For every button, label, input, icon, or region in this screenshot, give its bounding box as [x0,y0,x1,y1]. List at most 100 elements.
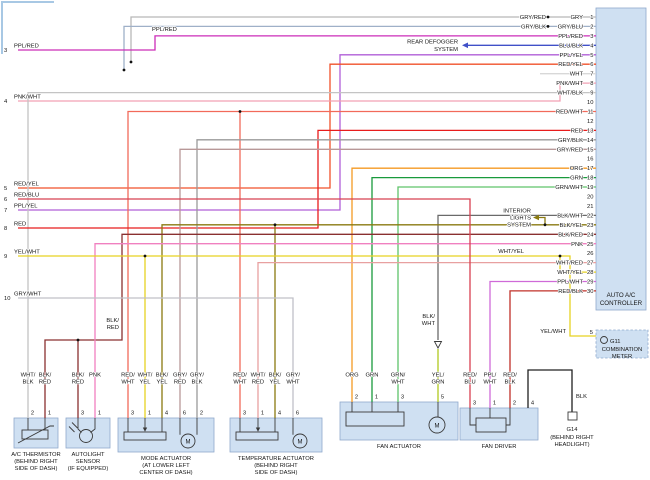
thermistor-caption-line3: SIDE OF DASH) [15,466,58,472]
controller-pin-number: 11 [587,109,593,115]
junction-dot [129,60,133,64]
combination-meter-caption-line1: COMBINATION [602,347,642,353]
component-wire-labels: WHT/BLK 2 BLK/RED 1 BLK/RED 3 PNK 1 RED/WHT 3 WHT/… [20,372,536,418]
inline-blk-red-label-line2: RED [107,325,119,331]
left-connector-pin-number: 3 [4,48,7,54]
temp-wire-label-line1: WHT/ [251,373,266,379]
controller-pin-label: RED [571,128,583,134]
wire-red-blu [18,198,471,408]
temp-wire-label-line1: GRY/ [286,373,300,379]
mode-wire-label-line1: WHT/ [138,373,153,379]
thermistor-wire-label-line2: RED [39,380,51,386]
controller-pin-number: 20 [587,195,593,201]
wire-ppl-red [18,35,596,51]
controller-pin-number: 9 [590,91,593,97]
wire-gry-blk [196,139,596,418]
fan_actuator-pin-number: 5 [441,395,444,401]
controller-pin-number: 3 [590,34,593,40]
controller-pin-number: 26 [587,251,593,257]
fan_driver-wire-label-line1: RED/ [463,373,477,379]
thermistor-wire-label-line1: BLK/ [39,373,52,379]
g14-label: G14 [567,427,579,433]
controller-pin-label: GRN [570,176,583,182]
interior-lights-label-line1: INTERIOR [503,209,531,215]
left-connector-labels: 3 PPL/RED 4 PNK/WHT 5 RED/YEL 6 RED/BLU 7 PPL/YEL… [3,43,42,303]
g14-caption-line2: HEADLIGHT) [554,442,589,448]
controller-pin-number: 12 [587,119,593,125]
interior-lights-label-line2: LIGHTS [510,216,531,222]
fan-driver-caption: FAN DRIVER [482,444,517,450]
controller-pin-number: 15 [587,147,593,153]
controller-pin-number: 21 [587,204,593,210]
autolight-sensor-symbol [68,418,96,443]
mode-pin-number: 6 [183,411,186,417]
thermistor-caption-line2: (BEHIND RIGHT [14,459,58,465]
fan_actuator-wire-label-line2: GRN [432,380,445,386]
mode-wire-label-line2: RED [174,380,186,386]
controller-pin-number: 8 [590,81,593,87]
mode-motor-label: M [186,440,191,446]
controller-pin-label: RED/YEL [558,62,584,68]
controller-pin-number: 7 [590,72,593,78]
controller-pin-number: 29 [587,280,593,286]
wire-gry-red [179,148,596,418]
mode-pin-number: 3 [131,411,134,417]
junction-dot [273,223,277,227]
junction-dot [543,223,547,227]
controller-pin-label: WHT/RED [556,261,583,267]
junction-dot [558,254,562,258]
autolight-pin-number: 1 [98,411,101,417]
controller-pin-label: RED/WHT [556,109,584,115]
mode-wire-label-line1: GRY/ [173,373,187,379]
temp-caption-line2: (BEHIND RIGHT [254,463,298,469]
fan-driver-box [459,407,539,441]
ac-thermistor-symbol [17,418,54,444]
temp-pin-number: 1 [261,411,264,417]
wire-org [351,167,596,402]
fan_actuator-wire-label-line1: GRN [366,373,379,379]
controller-pin-label: WHT/YEL [557,270,584,276]
wire-blk-yel [161,224,596,418]
temp-caption-line3: SIDE OF DASH) [255,470,298,476]
controller-pin-number: 27 [587,261,593,267]
controller-pin-number: 22 [587,213,593,219]
fan-actuator-symbol [345,402,446,434]
autolight-wire-label-line1: PNK [89,373,101,379]
controller-pin-label: GRY/RED [557,147,583,153]
g11-label: G11 [610,339,621,345]
controller-pin-number: 24 [587,232,594,238]
combination-meter-caption-line2: METER [612,354,632,360]
splice-dot [546,25,550,28]
fan_driver-wire-label-line2: BLK [505,380,516,386]
controller-pin-label: ORG [570,166,584,172]
autolight-caption-line1: AUTOLIGHT [71,452,105,458]
controller-pin-prelabel: GRY/BLK [521,24,546,30]
splice-dot [546,15,550,19]
left-connector-pin-number: 5 [4,186,7,192]
temp-motor-label: M [298,440,303,446]
g14-ground-connector [567,411,578,421]
fan_driver-pin-number: 2 [513,401,516,407]
wire-blk-wht [437,214,596,340]
mode-caption-line3: CENTER OF DASH) [139,470,192,476]
fan-actuator-caption: FAN ACTUATOR [377,444,421,450]
thermistor-wire-label-line1: WHT/ [21,373,36,379]
temp-pin-number: 4 [278,411,282,417]
controller-pin-label: PNK/WHT [556,81,583,87]
mode-wire-label-line1: GRY/ [190,373,204,379]
left-connector-pin-number: 4 [4,99,8,105]
controller-pin-label: BLK/YEL [559,223,583,229]
autolight-wire-label-line2: RED [72,380,84,386]
wire-pnk [94,243,596,418]
temperature-actuator-box [229,417,323,453]
thermistor-pin-number: 1 [48,411,51,417]
fan-actuator-box [339,401,459,441]
rear-defogger-label-line1: REAR DEFOGGER [407,40,458,46]
fan_actuator-wire-label-line1: GRN/ [391,373,406,379]
left-connector-pin-number: 7 [4,208,7,214]
controller-pin-label: BLK/WHT [557,213,583,219]
controller-pin-number: 10 [587,100,593,106]
fan_actuator-pin-number: 3 [401,395,404,401]
